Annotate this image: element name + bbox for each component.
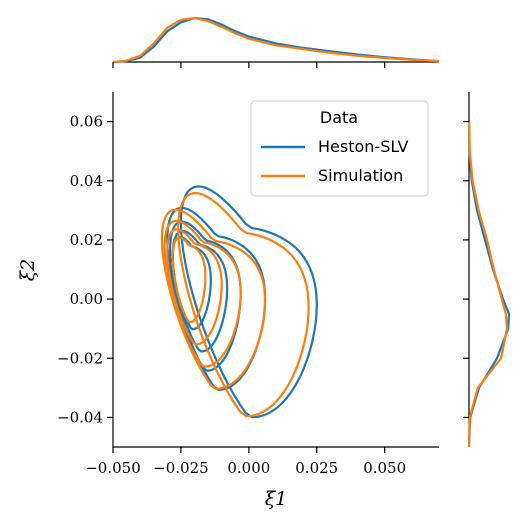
y-tick-label: 0.06 <box>70 113 103 131</box>
kde-contour-simulation <box>166 228 223 346</box>
x-tick-label: −0.050 <box>85 459 141 477</box>
kde-contour-simulation <box>171 236 207 324</box>
kde-contour-simulation <box>177 191 310 418</box>
x-axis-label: ξ1 <box>265 488 288 510</box>
kde-contour-simulation <box>160 208 267 390</box>
y-axis-label: ξ2 <box>17 259 39 282</box>
kde-contour-heston-slv <box>169 220 242 372</box>
legend-label-heston-slv: Heston-SLV <box>318 137 409 156</box>
kde-contour-heston-slv <box>166 206 267 391</box>
x-tick-label: −0.025 <box>153 459 209 477</box>
x-tick-label: 0.025 <box>295 459 338 477</box>
top-marginal-curve-simulation <box>112 16 440 64</box>
y-tick-label: −0.02 <box>57 349 103 367</box>
legend-box <box>250 100 429 197</box>
legend-title: Data <box>320 108 358 127</box>
y-tick-label: 0.00 <box>70 290 103 308</box>
kde-contour-heston-slv <box>179 185 318 419</box>
y-tick-label: 0.04 <box>70 172 103 190</box>
y-tick-label: 0.02 <box>70 231 103 249</box>
ticks-layer: −0.050 −0.025 0.000 0.025 0.050 −0.04 −0.02 0.0… <box>57 62 469 477</box>
kde-contour-simulation <box>163 219 242 368</box>
top-marginal-curve-heston-slv <box>112 16 440 64</box>
right-marginal-curve-simulation <box>467 121 509 448</box>
x-tick-label: 0.000 <box>227 459 270 477</box>
y-tick-label: −0.04 <box>57 408 103 426</box>
marginals-layer <box>112 16 511 448</box>
x-tick-label: 0.050 <box>363 459 406 477</box>
contours-layer <box>160 185 318 419</box>
legend-label-simulation: Simulation <box>318 166 403 185</box>
legend: Data Heston-SLV Simulation <box>250 100 429 197</box>
